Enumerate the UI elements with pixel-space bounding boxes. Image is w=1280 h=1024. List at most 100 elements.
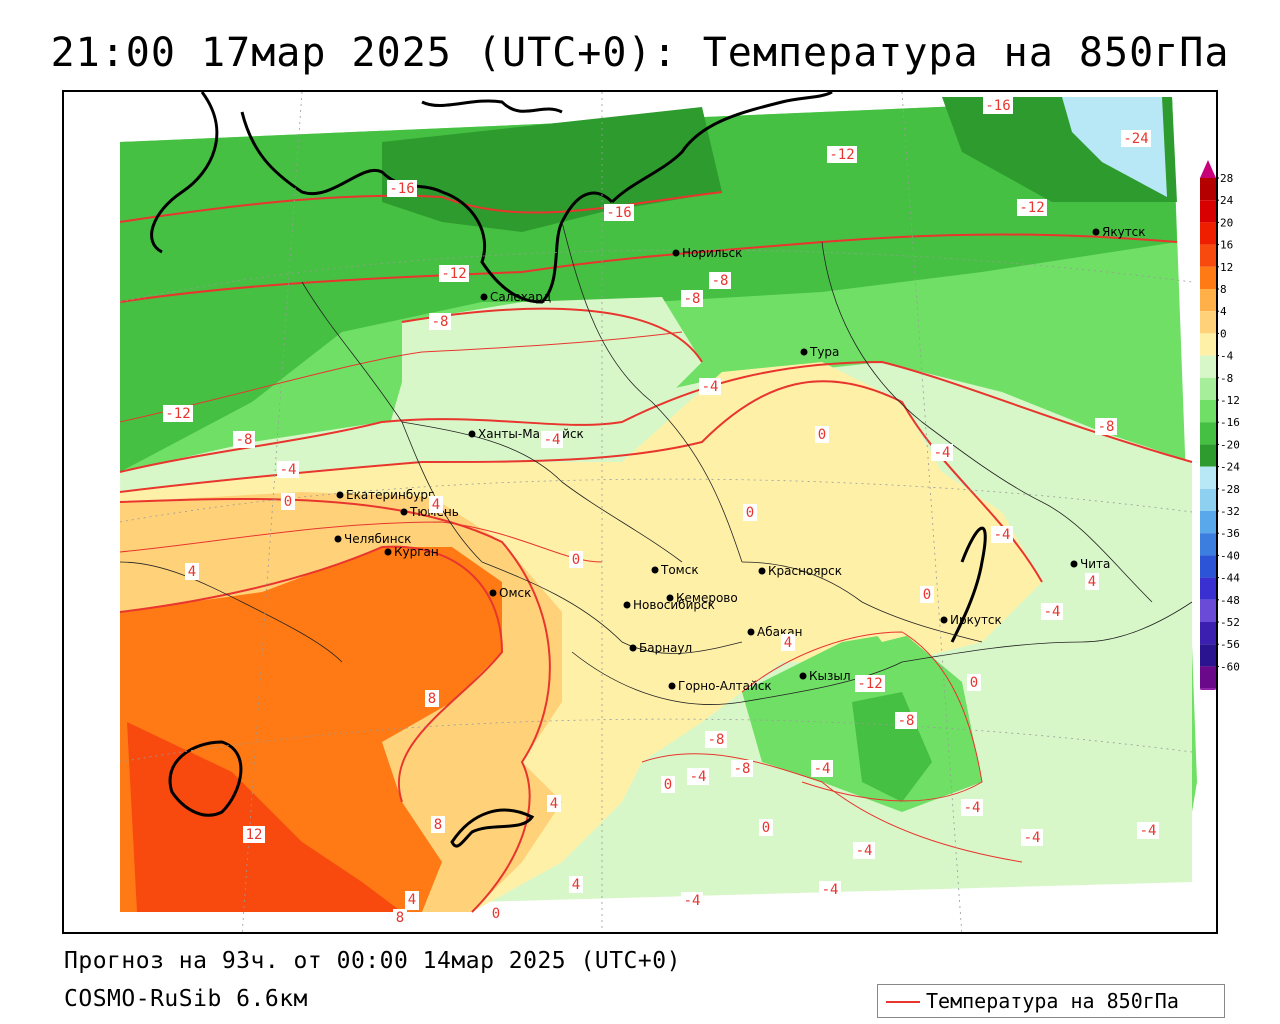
contour-label: 0: [815, 426, 829, 443]
zone-above-12: [127, 722, 402, 912]
contour-label: -4: [699, 378, 721, 395]
contour-label: -12: [439, 265, 469, 282]
svg-text:0: 0: [762, 820, 770, 836]
colorbar-bottom-arrow: [1200, 688, 1216, 707]
zone-coldest-north: [382, 107, 722, 232]
colorbar-swatch: [1200, 555, 1216, 578]
city-label: Красноярск: [768, 564, 842, 578]
svg-text:-4: -4: [856, 843, 873, 859]
colorbar-tick-label: -56: [1220, 638, 1240, 651]
city-dot: [668, 682, 676, 690]
city-dot: [651, 566, 659, 574]
svg-text:-4: -4: [280, 462, 297, 478]
city-label: Курган: [394, 545, 439, 559]
svg-text:-12: -12: [829, 147, 854, 163]
contour-label: 12: [243, 826, 265, 843]
contour-label: 4: [405, 891, 419, 908]
svg-text:-8: -8: [712, 273, 729, 289]
svg-text:0: 0: [746, 505, 754, 521]
svg-text:-8: -8: [734, 761, 751, 777]
colorbar-swatch: [1200, 422, 1216, 445]
colorbar-tick-label: 0: [1220, 327, 1227, 340]
colorbar-tick-label: -44: [1220, 572, 1240, 585]
colorbar-swatch: [1200, 488, 1216, 511]
contour-label: -12: [163, 405, 193, 422]
svg-text:-16: -16: [389, 181, 414, 197]
colorbar-tick-label: 24: [1220, 194, 1234, 207]
city-dot: [623, 601, 631, 609]
contour-label: -16: [983, 97, 1013, 114]
contour-label: -8: [233, 431, 255, 448]
colorbar-swatch: [1200, 577, 1216, 600]
colorbar-swatch: [1200, 533, 1216, 556]
city-dot: [468, 430, 476, 438]
colorbar-tick-label: 20: [1220, 216, 1233, 229]
city-label: Ханты-Мансийск: [478, 427, 584, 441]
city-label: Кызыл: [809, 669, 851, 683]
contour-label: -12: [827, 146, 857, 163]
svg-text:8: 8: [434, 817, 442, 833]
contour-label: 8: [425, 690, 439, 707]
colorbar-tick-label: -32: [1220, 505, 1240, 518]
contour-label: -8: [709, 272, 731, 289]
svg-text:-4: -4: [934, 445, 951, 461]
city-dot: [629, 644, 637, 652]
contour-label: 4: [429, 496, 443, 513]
colorbar-tick-label: -36: [1220, 527, 1240, 540]
city-dot: [672, 249, 680, 257]
colorbar-tick-label: 16: [1220, 239, 1233, 252]
city-dot: [384, 548, 392, 556]
colorbar-tick-label: 28: [1220, 172, 1233, 185]
colorbar-swatch: [1200, 244, 1216, 267]
contour-label: -12: [855, 675, 885, 692]
contour-label: 8: [431, 816, 445, 833]
svg-text:0: 0: [572, 552, 580, 568]
city-dot: [747, 628, 755, 636]
model-name: COSMO-RuSib 6.6км: [64, 986, 308, 1012]
svg-text:0: 0: [970, 675, 978, 691]
colorbar-tick-label: -40: [1220, 549, 1240, 562]
svg-text:-8: -8: [236, 432, 253, 448]
svg-text:-12: -12: [441, 266, 466, 282]
contour-label: -8: [705, 731, 727, 748]
contour-value-labels: -16 -24 -12 -12 -16 -16 -12 -12 -8 -8 -12 -8 -8 -4 -4 -…: [163, 97, 1159, 926]
map-title: 21:00 17мар 2025 (UTC+0): Температура на…: [50, 30, 1230, 76]
contour-label: 4: [185, 563, 199, 580]
city-dot: [400, 508, 408, 516]
city-markers: Якутск Норильск Салехард Тура Ханты-Мансийск…: [334, 225, 1146, 693]
svg-text:-4: -4: [994, 527, 1011, 543]
contour-label: -8: [1095, 418, 1117, 435]
colorbar-tick-label: -28: [1220, 483, 1240, 496]
svg-text:-8: -8: [684, 291, 701, 307]
city-label: Омск: [499, 586, 531, 600]
map-legend: Температура на 850гПа: [877, 984, 1225, 1018]
svg-text:-4: -4: [964, 800, 981, 816]
contour-label: -4: [541, 431, 563, 448]
svg-text:4: 4: [572, 877, 580, 893]
city-label: Екатеринбург: [346, 488, 434, 502]
city-dot: [758, 567, 766, 575]
svg-text:-8: -8: [898, 713, 915, 729]
svg-text:-4: -4: [544, 432, 561, 448]
colorbar-swatch: [1200, 200, 1216, 223]
temperature-colorbar: 28 24 20 16 12 8 4 0 -4 -8 -12 -16 -20 -24 -28 -32 -36 -4…: [1196, 158, 1280, 707]
city-label: Горно-Алтайск: [678, 679, 772, 693]
svg-text:-4: -4: [1024, 830, 1041, 846]
city-dot: [489, 589, 497, 597]
svg-text:-24: -24: [1123, 131, 1148, 147]
city-dot: [666, 594, 674, 602]
legend-line-swatch: [886, 1001, 920, 1003]
contour-label: 0: [281, 493, 295, 510]
legend-label: Температура на 850гПа: [926, 989, 1179, 1013]
colorbar-swatch: [1200, 289, 1216, 312]
contour-label: -4: [991, 526, 1013, 543]
city-label: Кемерово: [676, 591, 738, 605]
contour-label: -12: [1017, 199, 1047, 216]
contour-label: -4: [819, 881, 841, 898]
colorbar-swatch: [1200, 622, 1216, 645]
contour-label: -4: [1041, 603, 1063, 620]
city-dot: [800, 348, 808, 356]
svg-text:-8: -8: [1098, 419, 1115, 435]
colorbar-tick-label: -4: [1220, 350, 1234, 363]
city-label: Чита: [1080, 557, 1110, 571]
